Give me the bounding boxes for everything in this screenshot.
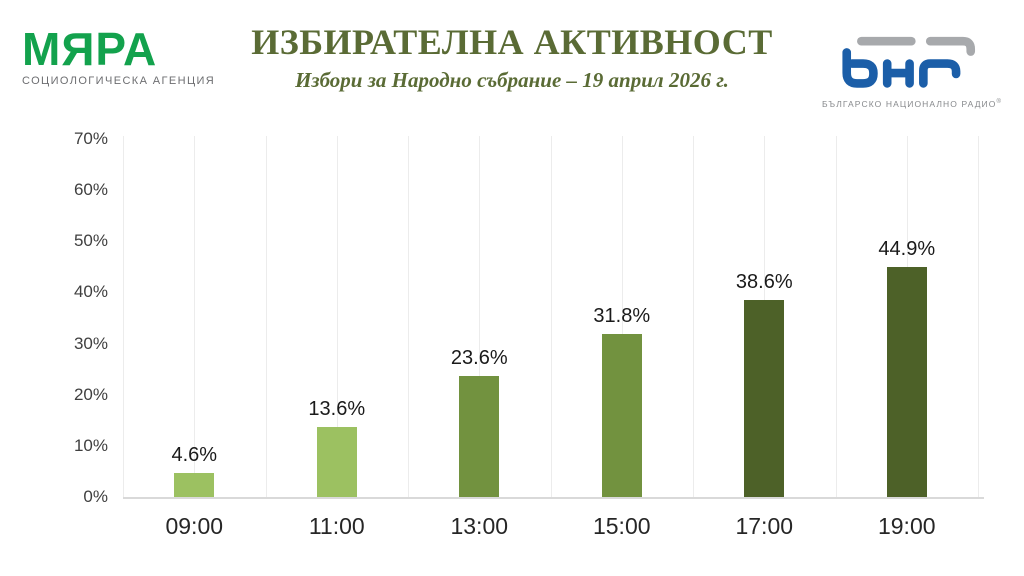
bar-value-label: 31.8% <box>593 305 651 328</box>
y-axis-tick-label: 70% <box>73 129 108 148</box>
bar-17:00 <box>744 299 785 497</box>
bar-value-label: 23.6% <box>450 347 508 370</box>
vertical-gridline <box>978 136 979 497</box>
bar-15:00 <box>601 334 642 497</box>
vertical-gridline <box>479 136 481 497</box>
vertical-gridline <box>336 136 338 497</box>
bnr-logo-caption: БЪЛГАРСКО НАЦИОНАЛНО РАДИО® <box>822 99 1001 109</box>
myara-logo: МЯРА СОЦИОЛОГИЧЕСКА АГЕНЦИЯ <box>22 23 216 87</box>
registered-mark: ® <box>996 99 1003 106</box>
x-axis-label: 11:00 <box>308 513 365 539</box>
x-axis-label: 15:00 <box>592 513 651 539</box>
page-subtitle: Избори за Народно събрание – 19 април 20… <box>295 68 729 92</box>
bar-13:00 <box>459 376 500 497</box>
vertical-gridline <box>123 136 124 497</box>
bar-11:00 <box>316 427 357 497</box>
y-axis-tick-label: 30% <box>73 333 108 353</box>
vertical-gridline <box>408 136 409 497</box>
vertical-gridline <box>265 136 267 497</box>
page-title: ИЗБИРАТЕЛНА АКТИВНОСТ <box>251 22 773 62</box>
x-axis-label: 09:00 <box>165 513 224 539</box>
myara-logo-tagline: СОЦИОЛОГИЧЕСКА АГЕНЦИЯ <box>22 75 216 87</box>
vertical-gridline <box>693 136 694 497</box>
bar-value-label: 38.6% <box>735 270 793 293</box>
vertical-gridline <box>621 136 623 497</box>
x-axis-label: 17:00 <box>735 513 794 539</box>
bar-09:00 <box>174 473 215 497</box>
bar-19:00 <box>886 267 927 497</box>
x-axis-baseline <box>123 497 984 499</box>
bnr-logo: БЪЛГАРСКО НАЦИОНАЛНО РАДИО® <box>822 30 1001 109</box>
vertical-gridline <box>194 136 196 497</box>
bnr-logo-icon <box>842 36 976 88</box>
bar-value-label: 4.6% <box>171 444 218 467</box>
y-axis-tick-label: 10% <box>73 435 108 455</box>
vertical-gridline <box>835 136 837 497</box>
x-axis-label: 19:00 <box>877 513 936 539</box>
myara-logo-text: МЯРА <box>22 23 158 75</box>
title-block: ИЗБИРАТЕЛНА АКТИВНОСТ Избори за Народно … <box>202 22 822 93</box>
vertical-gridline <box>550 136 552 497</box>
y-axis-tick-label: 20% <box>73 384 108 404</box>
bar-value-label: 13.6% <box>308 398 366 421</box>
bnr-caption-text: БЪЛГАРСКО НАЦИОНАЛНО РАДИО <box>822 99 997 109</box>
x-axis-label: 13:00 <box>450 513 509 539</box>
y-axis-tick-label: 0% <box>83 487 108 506</box>
y-axis-tick-label: 40% <box>73 282 108 302</box>
y-axis-tick-label: 50% <box>73 231 108 251</box>
bar-value-label: 44.9% <box>878 238 936 261</box>
y-axis-tick-label: 60% <box>73 180 108 200</box>
